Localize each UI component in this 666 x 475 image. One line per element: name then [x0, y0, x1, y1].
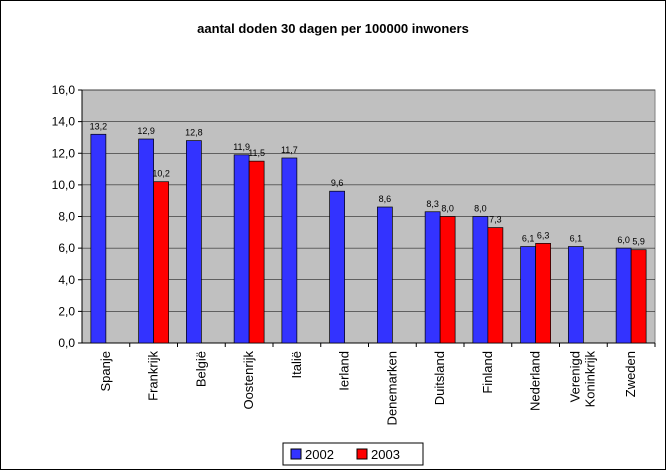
x-tick-label: Nederland [528, 351, 543, 411]
value-label: 7,3 [489, 215, 502, 225]
value-label: 10,2 [152, 169, 170, 179]
bar [153, 181, 169, 344]
value-label: 6,1 [570, 234, 583, 244]
bar [281, 157, 298, 344]
bar [248, 160, 265, 344]
value-label: 8,6 [379, 194, 392, 204]
x-tick-label: VerenigdKoninkrijk [567, 351, 597, 408]
chart-title: aantal doden 30 dagen per 100000 inwoner… [197, 21, 469, 36]
bar [424, 211, 441, 344]
x-tick-label-line: Verenigd [567, 351, 582, 402]
value-label: 6,1 [522, 234, 535, 244]
bar [329, 190, 345, 344]
value-label: 6,0 [617, 235, 630, 245]
value-label: 5,9 [632, 237, 645, 247]
value-label: 11,7 [281, 145, 298, 155]
value-label: 8,0 [441, 204, 454, 214]
value-label: 6,3 [537, 230, 550, 240]
bar [439, 216, 456, 344]
bar [520, 246, 536, 344]
x-tick-label: Duitsland [432, 351, 447, 405]
value-label: 12,9 [137, 126, 155, 136]
y-tick-label: 2,0 [58, 304, 75, 318]
y-tick-label: 6,0 [58, 241, 75, 255]
bar [90, 133, 107, 344]
value-label: 12,8 [185, 128, 203, 138]
y-tick-label: 14,0 [52, 115, 76, 129]
legend-swatch [356, 448, 368, 460]
bar [615, 247, 632, 344]
y-tick-label: 4,0 [58, 273, 75, 287]
value-label: 11,5 [248, 148, 265, 158]
bar [487, 227, 504, 344]
x-tick-label: Denemarken [384, 351, 399, 425]
legend-swatch [290, 448, 302, 460]
x-tick-label: Italië [289, 351, 304, 378]
value-label: 8,3 [426, 199, 439, 209]
y-tick-label: 10,0 [52, 178, 76, 192]
bar [377, 206, 393, 344]
x-tick-label: Finland [480, 351, 495, 394]
bar [568, 246, 584, 344]
legend-box [282, 442, 424, 466]
legend-label: 2002 [305, 447, 334, 462]
x-tick-label: Ierland [337, 351, 352, 391]
x-tick-label: Spanje [98, 351, 113, 391]
y-tick-label: 16,0 [52, 83, 76, 97]
bar [186, 140, 202, 344]
y-tick-label: 12,0 [52, 146, 76, 160]
x-tick-label: Frankrijk [146, 351, 161, 401]
bar [233, 154, 250, 344]
x-tick-label: Zweden [623, 351, 638, 397]
x-tick-label: Oostenrijk [241, 351, 256, 410]
value-label: 11,9 [233, 142, 250, 152]
y-tick-label: 0,0 [58, 336, 75, 350]
x-tick-label: België [193, 351, 208, 387]
bar [472, 216, 489, 344]
bar [630, 249, 647, 344]
value-label: 13,2 [90, 121, 108, 131]
bar [535, 243, 551, 344]
value-label: 8,0 [474, 204, 487, 214]
legend-label: 2003 [371, 447, 400, 462]
x-tick-label-line: Koninkrijk [582, 351, 597, 408]
value-label: 9,6 [331, 178, 344, 188]
y-tick-label: 8,0 [58, 210, 75, 224]
